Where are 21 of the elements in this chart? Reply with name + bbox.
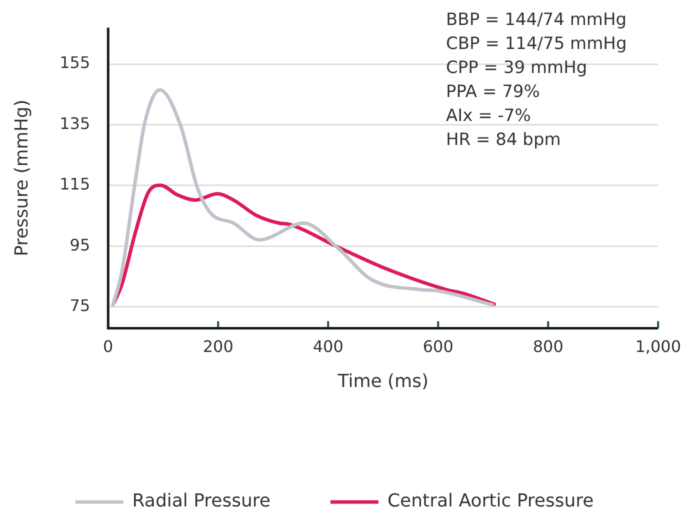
annotation: CBP = 114/75 mmHg	[446, 34, 627, 54]
y-axis-title: Pressure (mmHg)	[11, 100, 32, 256]
x-axis-title: Time (ms)	[336, 370, 428, 392]
y-tick-label: 95	[70, 235, 90, 254]
annotation: AIx = -7%	[446, 106, 531, 126]
x-tick-label: 0	[103, 336, 114, 356]
legend-label: Radial Pressure	[132, 490, 270, 512]
annotation: HR = 84 bpm	[446, 130, 561, 150]
x-tick-label: 600	[422, 336, 454, 356]
legend-label: Central Aortic Pressure	[387, 490, 594, 512]
x-tick-label: 400	[312, 336, 344, 356]
y-tick-label: 135	[60, 114, 90, 133]
y-tick-label: 155	[60, 53, 90, 72]
annotation: CPP = 39 mmHg	[446, 58, 588, 78]
y-tick-label: 115	[60, 174, 90, 194]
x-tick-label: 800	[532, 336, 564, 356]
x-tick-label: 1,000	[635, 336, 682, 356]
y-tick-label: 75	[70, 296, 90, 316]
annotation: PPA = 79%	[446, 82, 540, 102]
x-tick-label: 200	[202, 336, 234, 356]
annotation: BBP = 144/74 mmHg	[446, 10, 627, 30]
